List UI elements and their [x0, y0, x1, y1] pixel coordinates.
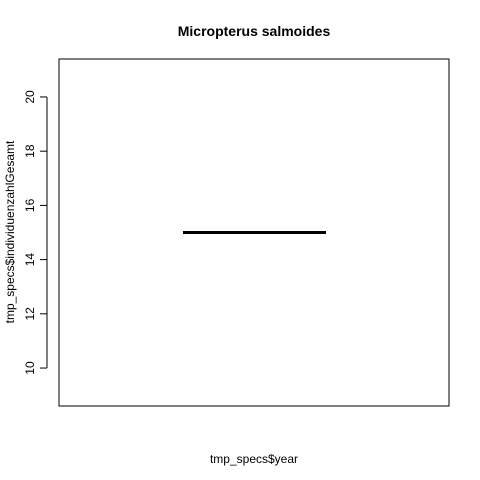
- chart-title: Micropterus salmoides: [178, 23, 331, 39]
- y-tick-label: 10: [23, 361, 37, 375]
- y-tick-label: 20: [23, 90, 37, 104]
- y-tick-label: 12: [23, 307, 37, 321]
- x-axis-label: tmp_specs$year: [210, 452, 298, 466]
- y-axis-label: tmp_specs$individuenzahlGesamt: [3, 140, 17, 323]
- y-tick-label: 16: [23, 198, 37, 212]
- y-axis: 10 12 14 16 18 20: [23, 90, 48, 375]
- y-tick-label: 18: [23, 144, 37, 158]
- plot-frame: [58, 58, 450, 407]
- y-tick-label: 14: [23, 253, 37, 267]
